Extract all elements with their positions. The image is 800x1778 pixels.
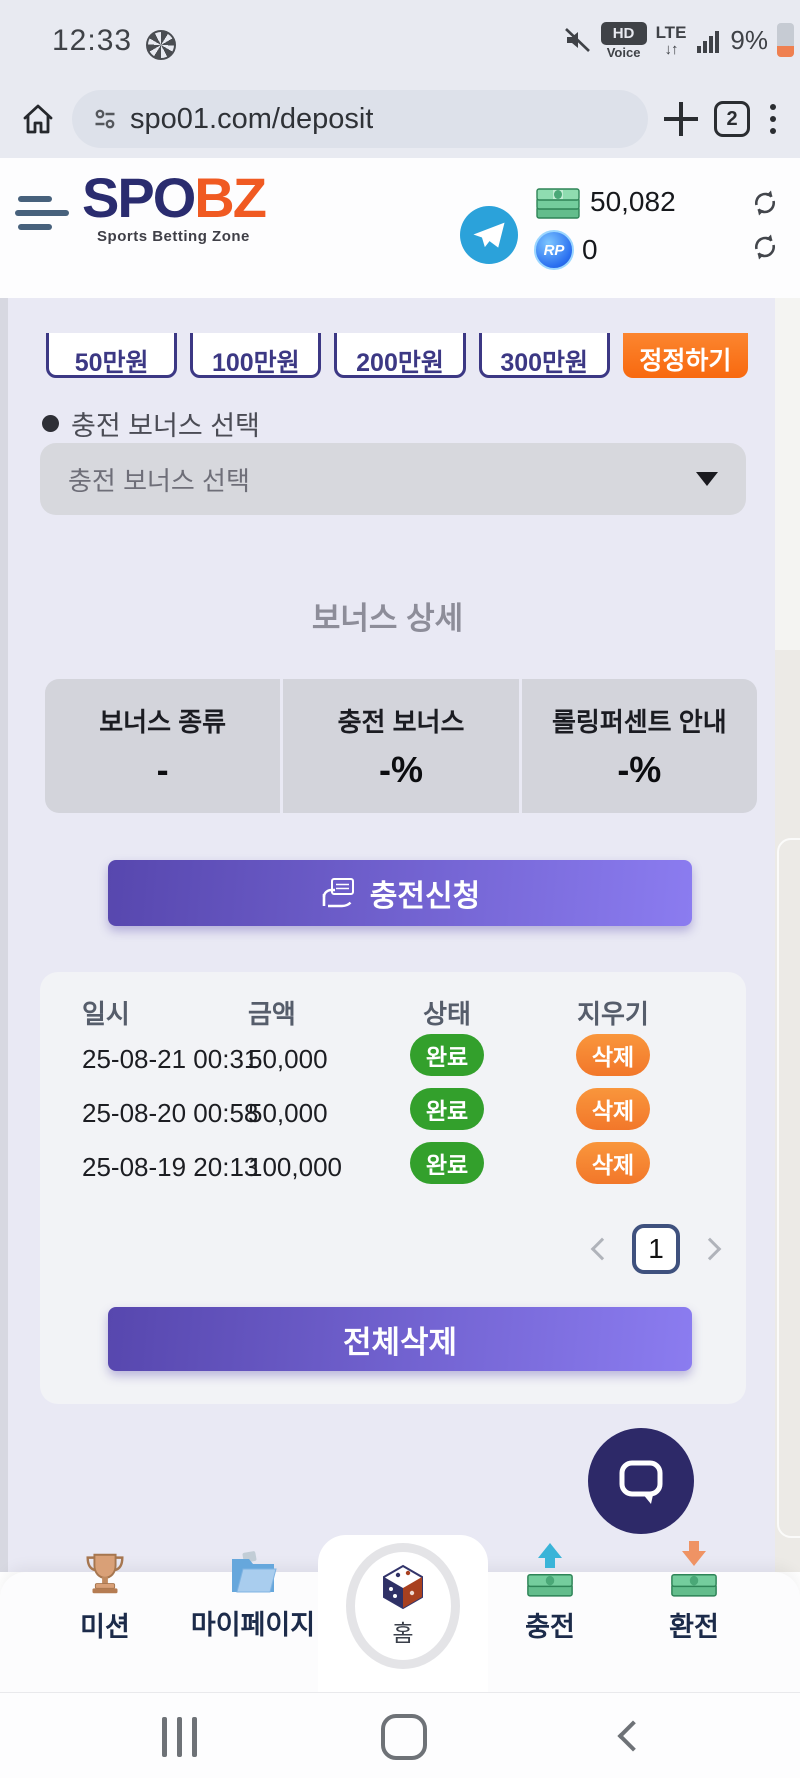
amount-button-50[interactable]: 50만원 [46, 333, 178, 378]
delete-row-button[interactable]: 삭제 [576, 1142, 650, 1184]
point-balance: 0 [582, 234, 598, 265]
bottom-nav: 미션 마이페이지 홈 [0, 1535, 800, 1692]
deposit-history-card: 일시 금액 상태 지우기 25-08-21 00:31 50,000 완료 삭제… [40, 972, 746, 1404]
bonus-detail-table: 보너스 종류 - 충전 보너스 -% 롤링퍼센트 안내 -% [45, 679, 757, 813]
nav-item-home[interactable]: 홈 [318, 1535, 488, 1692]
logo-text-primary: SPO [82, 166, 196, 229]
hd-voice-icon: HD Voice [600, 21, 647, 59]
android-home-button[interactable] [381, 1714, 427, 1760]
hand-card-icon [322, 878, 354, 908]
dice-logo-icon [383, 1564, 423, 1610]
quick-amount-row: 50만원 100만원 200만원 300만원 정정하기 [46, 333, 748, 378]
delete-row-button[interactable]: 삭제 [576, 1034, 650, 1076]
dropdown-caret-icon [696, 472, 718, 486]
chat-icon [619, 1460, 663, 1504]
home-ring: 홈 [346, 1543, 460, 1669]
folder-icon [232, 1551, 277, 1593]
status-bar: 12:33 HD Voice LTE ↓↑ 9% [0, 0, 800, 80]
status-badge: 완료 [410, 1034, 484, 1076]
nav-item-withdraw[interactable]: 환전 [624, 1541, 764, 1644]
new-tab-button[interactable] [664, 102, 698, 136]
rolling-percent-cell: 롤링퍼센트 안내 -% [521, 679, 757, 813]
battery-icon [777, 23, 794, 57]
page-next-button[interactable] [698, 1237, 722, 1261]
cash-balance-row: 50,082 [534, 180, 676, 224]
rp-coin-icon: RP [534, 230, 574, 270]
chat-fab-button[interactable] [588, 1428, 694, 1534]
delete-row-button[interactable]: 삭제 [576, 1088, 650, 1130]
cash-icon [536, 188, 580, 219]
android-nav-bar [0, 1692, 800, 1778]
url-bar[interactable]: spo01.com/deposit [72, 90, 648, 148]
network-type-icon: LTE ↓↑ [655, 22, 687, 58]
logo-text-secondary: BZ [194, 166, 267, 229]
site-logo[interactable]: SPOBZ Sports Betting Zone [82, 170, 267, 245]
url-text[interactable]: spo01.com/deposit [130, 102, 374, 135]
nav-item-mypage[interactable]: 마이페이지 [183, 1547, 323, 1642]
cash-balance: 50,082 [590, 186, 676, 217]
refresh-cash-icon[interactable] [750, 188, 780, 218]
bonus-select-label: 충전 보너스 선택 [42, 404, 260, 443]
page-edge-right [775, 298, 800, 1572]
browser-menu-button[interactable] [766, 100, 780, 138]
background-art [777, 838, 800, 1538]
delete-all-button[interactable]: 전체삭제 [108, 1307, 692, 1371]
status-badge: 완료 [410, 1142, 484, 1184]
screen-record-icon [146, 30, 176, 60]
tab-switcher-button[interactable]: 2 [714, 101, 750, 137]
signal-icon [697, 31, 720, 53]
page-edge-left [0, 298, 8, 1572]
site-settings-icon[interactable] [92, 106, 118, 132]
deposit-page: 50만원 100만원 200만원 300만원 정정하기 충전 보너스 선택 충전… [0, 298, 800, 1572]
telegram-button[interactable] [460, 206, 518, 264]
amount-reset-button[interactable]: 정정하기 [622, 333, 748, 378]
bullet-icon [42, 415, 59, 432]
android-back-button[interactable] [617, 1720, 649, 1752]
amount-button-200[interactable]: 200만원 [334, 333, 466, 378]
menu-button[interactable] [15, 196, 71, 238]
telegram-icon [460, 206, 518, 264]
deposit-money-icon [522, 1543, 578, 1599]
bonus-detail-title: 보너스 상세 [311, 601, 464, 636]
bonus-select-placeholder: 충전 보너스 선택 [68, 465, 250, 496]
deposit-submit-button[interactable]: 충전신청 [108, 860, 692, 926]
refresh-point-icon[interactable] [750, 232, 780, 262]
amount-button-100[interactable]: 100만원 [190, 333, 322, 378]
page-prev-button[interactable] [590, 1237, 614, 1261]
amount-button-300[interactable]: 300만원 [478, 333, 610, 378]
bonus-type-cell: 보너스 종류 - [45, 679, 281, 813]
clock: 12:33 [52, 24, 133, 57]
logo-tagline: Sports Betting Zone [97, 228, 250, 245]
bonus-rate-cell: 충전 보너스 -% [283, 679, 519, 813]
android-recents-button[interactable] [162, 1717, 197, 1757]
tab-count: 2 [726, 107, 738, 130]
browser-toolbar: spo01.com/deposit 2 [0, 80, 800, 158]
point-balance-row: RP 0 [534, 228, 676, 272]
withdraw-money-icon [666, 1541, 722, 1599]
battery-percent: 9% [730, 24, 768, 55]
nav-item-deposit[interactable]: 충전 [480, 1543, 620, 1644]
status-badge: 완료 [410, 1088, 484, 1130]
browser-home-icon[interactable] [20, 101, 56, 137]
nav-item-mission[interactable]: 미션 [35, 1547, 175, 1644]
page-number[interactable]: 1 [632, 1224, 680, 1274]
site-header: SPOBZ Sports Betting Zone [0, 158, 800, 298]
trophy-icon [86, 1553, 124, 1594]
bonus-select-dropdown[interactable]: 충전 보너스 선택 [40, 443, 746, 515]
mute-icon [564, 28, 590, 52]
pagination: 1 [590, 1224, 722, 1274]
